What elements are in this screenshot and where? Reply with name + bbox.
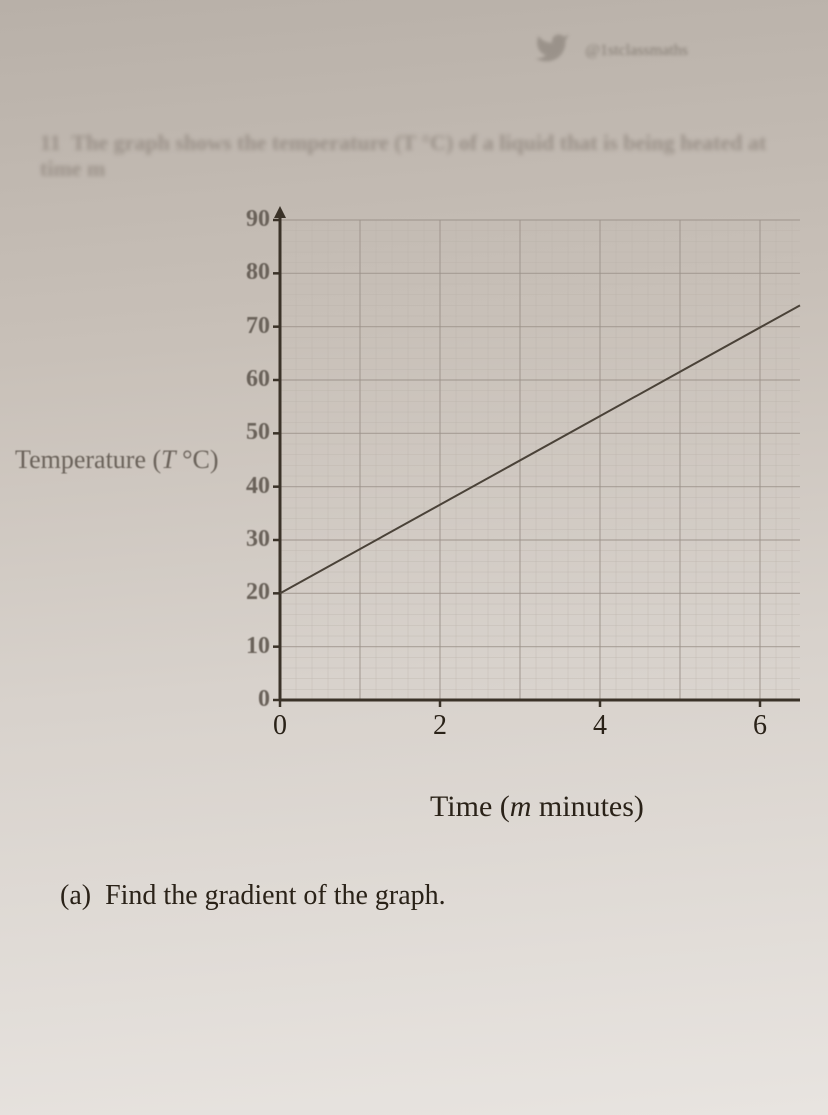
y-tick-label: 70 <box>230 313 270 340</box>
y-tick-label: 50 <box>230 419 270 446</box>
temperature-time-graph <box>250 200 810 740</box>
data-line <box>280 305 800 593</box>
x-tick-label: 0 <box>265 710 295 742</box>
y-tick-label: 80 <box>230 259 270 286</box>
y-tick-label: 20 <box>230 579 270 606</box>
y-tick-label: 40 <box>230 473 270 500</box>
y-tick-label: 0 <box>230 686 270 713</box>
twitter-handle: @1stclassmaths <box>585 42 688 60</box>
y-tick-label: 30 <box>230 526 270 553</box>
y-tick-label: 10 <box>230 633 270 660</box>
header: @1stclassmaths <box>531 30 688 71</box>
y-tick-label: 60 <box>230 366 270 393</box>
y-axis-label: Temperature (T °C) <box>15 445 219 475</box>
x-axis-label: Time (m minutes) <box>430 790 644 824</box>
subquestion-a: (a) Find the gradient of the graph. <box>60 880 446 912</box>
x-tick-label: 4 <box>585 710 615 742</box>
y-tick-label: 90 <box>230 206 270 233</box>
question-text: 11 The graph shows the temperature (T °C… <box>40 130 808 182</box>
twitter-bird-icon <box>531 30 573 71</box>
x-tick-label: 6 <box>745 710 775 742</box>
x-tick-label: 2 <box>425 710 455 742</box>
